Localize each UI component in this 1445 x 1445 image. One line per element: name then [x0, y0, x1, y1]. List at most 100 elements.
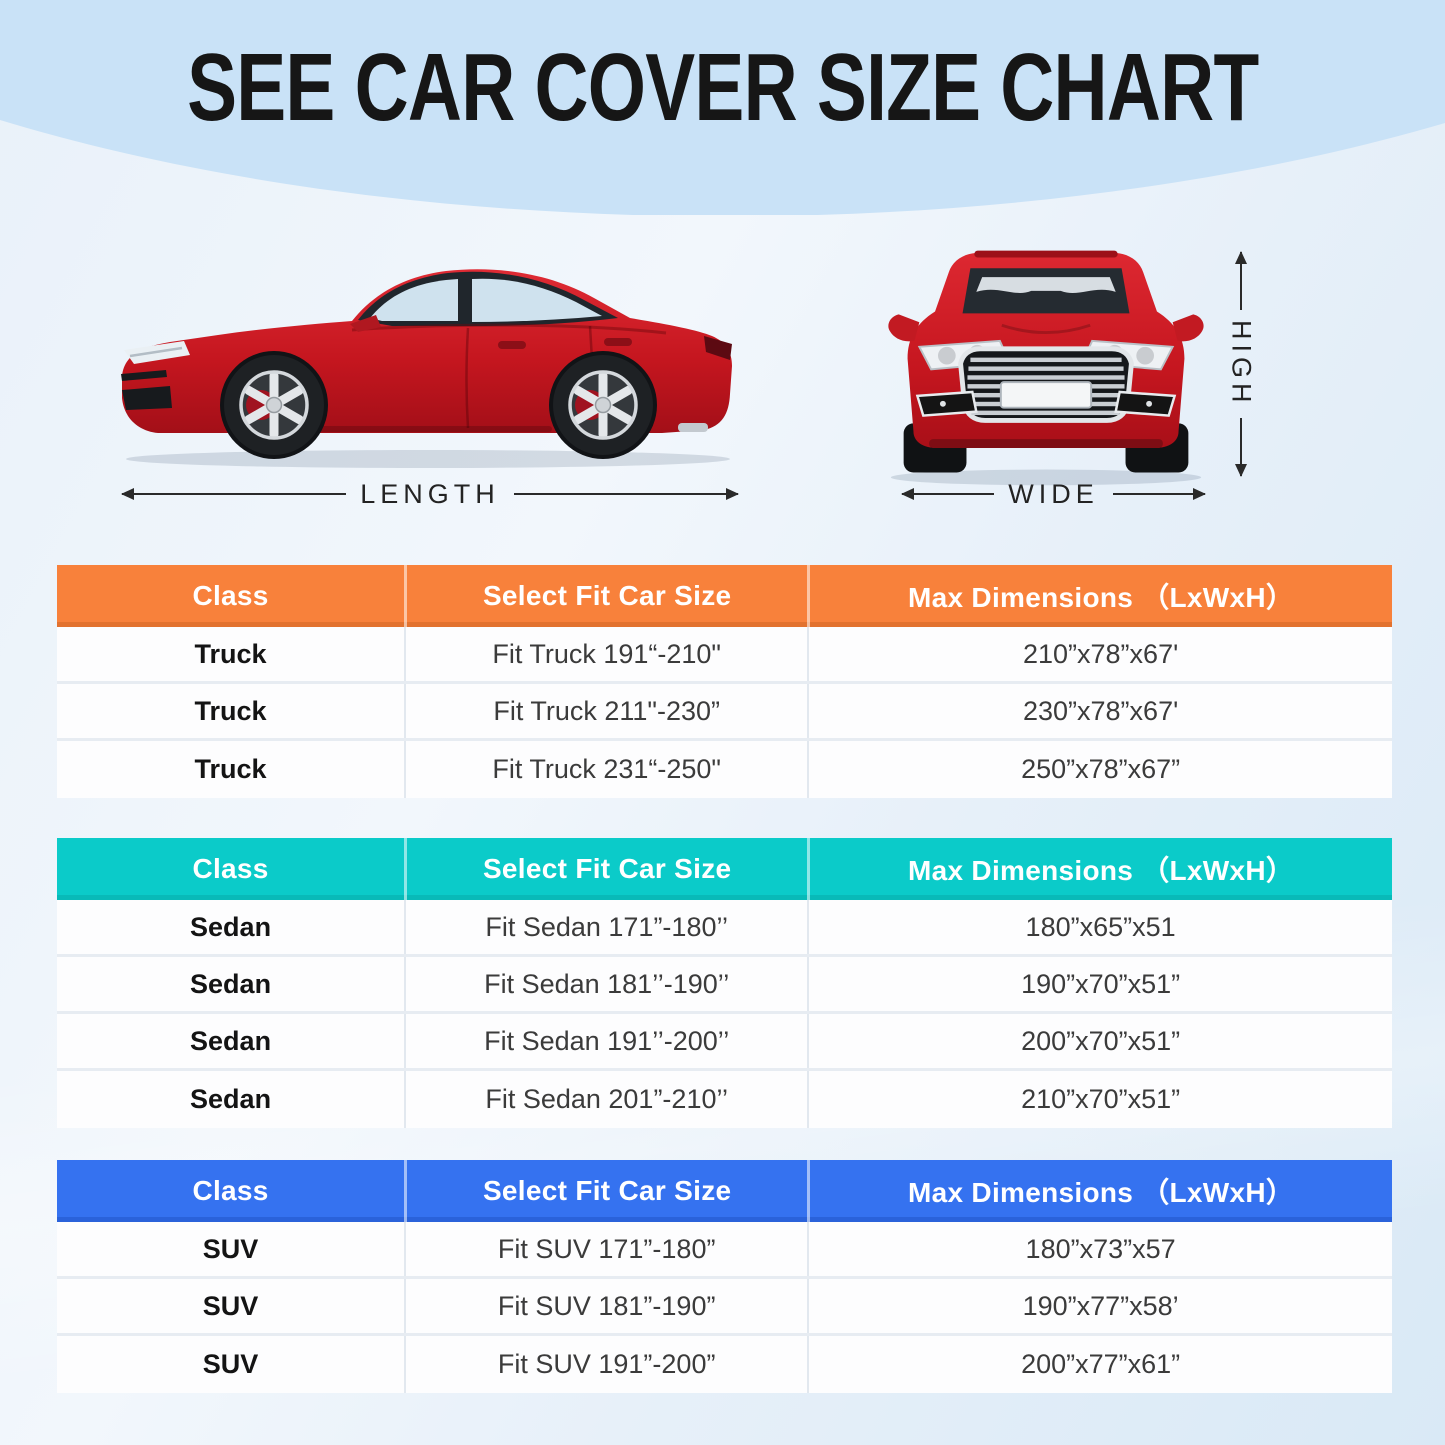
cell-class: Sedan [190, 1084, 272, 1114]
cell-max-dimensions: 250”x78”x67” [807, 741, 1392, 798]
cell-fit-size: Fit Sedan 171”-180’’ [404, 900, 807, 954]
suv-size-table: Class Select Fit Car Size Max Dimensions… [57, 1160, 1392, 1393]
taillight [704, 336, 732, 360]
arrow-line [513, 488, 740, 500]
cell-fit-size: Fit Truck 211"-230” [404, 684, 807, 738]
cell-class: Truck [194, 695, 267, 726]
cell-class: SUV [202, 1290, 259, 1321]
right-fog-light [1114, 390, 1177, 417]
front-door-handle [498, 341, 526, 349]
windshield-visor [976, 277, 1116, 293]
cell-fit-size: Fit Truck 231“-250" [404, 741, 807, 798]
arrow-line [900, 488, 995, 500]
cell-max-dimensions: 200”x77”x61” [807, 1336, 1392, 1393]
right-headlight-lens [1136, 346, 1154, 365]
length-label: LENGTH [360, 478, 500, 509]
cell-max-dimensions: 210”x70”x51” [807, 1071, 1392, 1128]
arrow-line [1112, 488, 1207, 500]
table-row: Truck Fit Truck 191“-210" 210”x78”x67' [57, 627, 1392, 684]
cell-fit-size: Fit Sedan 181’’-190’’ [404, 957, 807, 1011]
page-title-text: SEE CAR COVER SIZE CHART [186, 34, 1259, 141]
cell-class: Truck [194, 638, 267, 669]
headlight-detail [129, 346, 183, 358]
car-shadow [890, 469, 1202, 486]
cell-max-dimensions: 190”x70”x51” [807, 957, 1392, 1011]
arrow-line [1235, 250, 1247, 311]
cell-fit-size: Fit SUV 171”-180” [404, 1222, 807, 1276]
header-class: Class [192, 853, 269, 884]
windshield [962, 268, 1130, 314]
arrow-line [1235, 417, 1247, 478]
cell-class: SUV [202, 1233, 259, 1264]
high-dimension-arrow: HIGH [1224, 250, 1258, 478]
header-fit-size: Select Fit Car Size [404, 1160, 807, 1222]
wide-dimension-arrow: WIDE [900, 478, 1207, 509]
table-row: Sedan Fit Sedan 191’’-200’’ 200”x70”x51” [57, 1014, 1392, 1071]
hood-crease [1001, 323, 1091, 335]
car-side-view-illustration [121, 269, 732, 468]
beltline-crease [351, 323, 667, 335]
exhaust-tip [678, 423, 708, 432]
side-mirror [350, 315, 381, 332]
header-class: Class [192, 1175, 269, 1206]
top-wave-band [0, 0, 1445, 215]
front-wheel [218, 349, 330, 461]
length-dimension-arrow: LENGTH [120, 478, 740, 509]
cell-max-dimensions: 180”x73”x57 [807, 1222, 1392, 1276]
table-row: Sedan Fit Sedan 181’’-190’’ 190”x70”x51” [57, 957, 1392, 1014]
high-label: HIGH [1226, 320, 1257, 408]
cell-fit-size: Fit SUV 181”-190” [404, 1279, 807, 1333]
header-fit-size: Select Fit Car Size [404, 565, 807, 627]
car-shadow [126, 450, 730, 468]
sedan-size-table: Class Select Fit Car Size Max Dimensions… [57, 838, 1392, 1128]
rear-wheel [547, 349, 659, 461]
car-front-view-illustration [888, 250, 1204, 486]
left-headlight-lens [938, 346, 956, 365]
cell-fit-size: Fit Sedan 201”-210’’ [404, 1071, 807, 1128]
roof-edge [974, 250, 1118, 258]
table-row: Sedan Fit Sedan 171”-180’’ 180”x65”x51 [57, 900, 1392, 957]
car-rear-window [472, 278, 602, 322]
front-grille-slot [121, 370, 167, 381]
cell-class: SUV [202, 1349, 259, 1379]
wide-label: WIDE [1008, 478, 1099, 509]
table-header-row: Class Select Fit Car Size Max Dimensions… [57, 1160, 1392, 1222]
license-plate [999, 381, 1093, 409]
cell-class: Truck [194, 754, 267, 784]
cell-max-dimensions: 210”x78”x67' [807, 627, 1392, 681]
car-front-window [370, 279, 458, 321]
cell-max-dimensions: 230”x78”x67' [807, 684, 1392, 738]
table-row: Truck Fit Truck 231“-250" 250”x78”x67” [57, 741, 1392, 798]
header-max-dimensions: Max Dimensions （LxWxH） [807, 565, 1392, 627]
front-door-seam [465, 327, 470, 429]
cell-max-dimensions: 180”x65”x51 [807, 900, 1392, 954]
table-header-row: Class Select Fit Car Size Max Dimensions… [57, 838, 1392, 900]
cell-max-dimensions: 200”x70”x51” [807, 1014, 1392, 1068]
table-row: Sedan Fit Sedan 201”-210’’ 210”x70”x51” [57, 1071, 1392, 1128]
cell-class: Sedan [190, 968, 272, 999]
right-mirror [1172, 314, 1204, 342]
table-row: SUV Fit SUV 181”-190” 190”x77”x58’ [57, 1279, 1392, 1336]
rocker-shadow [316, 426, 552, 432]
truck-size-table: Class Select Fit Car Size Max Dimensions… [57, 565, 1392, 798]
table-row: SUV Fit SUV 171”-180” 180”x73”x57 [57, 1222, 1392, 1279]
page-title: SEE CAR COVER SIZE CHART [0, 40, 1445, 136]
cell-class: Sedan [190, 1025, 272, 1056]
left-fog-bulb [939, 400, 946, 407]
cell-max-dimensions: 190”x77”x58’ [807, 1279, 1392, 1333]
right-fog-bulb [1146, 400, 1153, 407]
cell-fit-size: Fit Truck 191“-210" [404, 627, 807, 681]
header-max-dimensions: Max Dimensions （LxWxH） [807, 1160, 1392, 1222]
table-row: Truck Fit Truck 211"-230” 230”x78”x67' [57, 684, 1392, 741]
rear-door-handle [604, 338, 632, 346]
cell-fit-size: Fit Sedan 191’’-200’’ [404, 1014, 807, 1068]
cell-class: Sedan [190, 911, 272, 942]
bumper-lip [929, 439, 1163, 448]
cell-fit-size: Fit SUV 191”-200” [404, 1336, 807, 1393]
left-mirror [888, 314, 920, 342]
front-air-intake [122, 386, 172, 410]
header-fit-size: Select Fit Car Size [404, 838, 807, 900]
arrow-line [120, 488, 347, 500]
header-class: Class [192, 580, 269, 611]
